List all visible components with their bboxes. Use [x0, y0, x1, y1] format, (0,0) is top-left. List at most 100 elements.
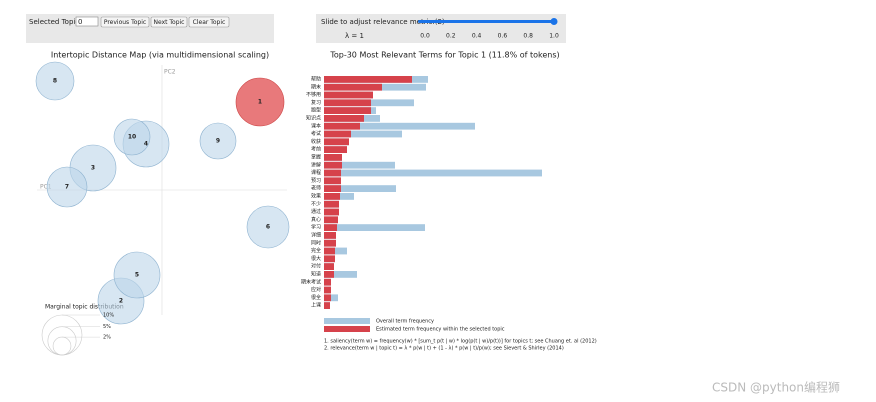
term-bar — [324, 130, 351, 138]
term-label: 帮助 — [311, 76, 321, 83]
term-bar — [324, 154, 342, 161]
topic-label: 9 — [216, 138, 220, 145]
term-label: 对付 — [311, 263, 321, 270]
topic-label: 4 — [144, 141, 148, 148]
bar-title: Top-30 Most Relevant Terms for Topic 1 (… — [329, 51, 559, 60]
term-bar — [324, 278, 331, 286]
size-legend-label: 10% — [103, 313, 114, 319]
term-bar — [324, 286, 331, 294]
term-bar — [324, 193, 340, 200]
term-bar — [324, 224, 425, 231]
x-axis-label: PC1 — [40, 184, 52, 191]
term-bar — [324, 169, 341, 177]
legend-label: Overall term frequency — [376, 319, 434, 325]
term-bar — [324, 302, 330, 309]
slider-tick-label: 0.8 — [523, 33, 533, 40]
term-label: 收获 — [311, 138, 321, 145]
topic-input[interactable] — [75, 16, 99, 27]
topic-bubble[interactable] — [113, 251, 161, 299]
footnote: 1. saliency(term w) = frequency(w) * [su… — [324, 339, 597, 345]
topic-bubble[interactable] — [235, 77, 285, 127]
button[interactable] — [100, 16, 150, 28]
term-bar — [324, 216, 338, 224]
term-label: 学习 — [311, 224, 321, 231]
term-bar — [324, 271, 334, 278]
topic-bubble[interactable] — [246, 205, 290, 249]
term-label: 考试 — [311, 130, 321, 137]
size-legend-circle — [41, 314, 83, 356]
topic-label: 2 — [119, 298, 123, 305]
slider-thumb[interactable] — [550, 18, 558, 25]
term-bar — [324, 294, 331, 302]
slider-tick-label: 0.2 — [446, 33, 456, 40]
term-label: 通过 — [311, 208, 321, 215]
term-label: 不够用 — [306, 91, 321, 98]
button-label: Next Topic — [154, 19, 185, 26]
term-bar — [324, 99, 371, 107]
topic-bubble[interactable] — [113, 118, 151, 156]
term-bar — [324, 232, 336, 239]
slider-tick-label: 1.0 — [549, 33, 559, 40]
size-legend-label: 2% — [103, 335, 111, 341]
topic-bubble[interactable] — [46, 166, 88, 208]
button[interactable] — [150, 16, 188, 28]
term-bar — [324, 115, 364, 122]
term-bar — [324, 224, 337, 231]
term-label: 知识点 — [306, 115, 321, 122]
term-label: 真心 — [311, 216, 321, 223]
term-bar — [324, 263, 334, 270]
control-panel — [26, 14, 274, 43]
term-bar — [324, 76, 412, 83]
size-legend-circle — [52, 336, 72, 356]
term-bar — [324, 200, 339, 208]
term-label: 不少 — [311, 201, 321, 207]
topic-bubble[interactable] — [199, 122, 237, 160]
topic-label: 10 — [128, 134, 136, 141]
term-label: 上课 — [311, 302, 321, 309]
term-bar — [324, 169, 542, 177]
term-label: 很大 — [311, 255, 321, 262]
topic-bubble[interactable] — [35, 61, 75, 101]
term-bar — [324, 239, 336, 247]
slider-tick-label: 0.6 — [498, 33, 508, 40]
term-label: 很全 — [311, 294, 321, 301]
button[interactable] — [188, 16, 230, 28]
term-bar — [324, 161, 395, 169]
term-bar — [324, 138, 349, 146]
legend-label: Estimated term frequency within the sele… — [376, 327, 505, 333]
button-label: Clear Topic — [193, 19, 226, 26]
term-label: 期末 — [311, 83, 321, 90]
button-label: Previous Topic — [104, 19, 146, 26]
term-bar — [324, 83, 382, 91]
term-label: 题型 — [311, 107, 321, 114]
term-bar — [324, 185, 341, 192]
size-legend-circle — [47, 326, 77, 356]
topic-label: 3 — [91, 165, 95, 172]
term-bar — [324, 247, 335, 255]
topic-label: 6 — [266, 224, 270, 231]
term-bar — [324, 107, 371, 114]
slider-track[interactable] — [418, 20, 555, 23]
topic-label: 5 — [135, 272, 139, 279]
footnote: 2. relevance(term w | topic t) = λ * p(w… — [324, 346, 564, 352]
term-label: 复习 — [311, 99, 321, 106]
watermark: CSDN @python编程狮 — [712, 380, 840, 395]
topic-value: 0 — [78, 18, 82, 26]
topic-label: Selected Topic: — [29, 18, 82, 26]
term-label: 同时 — [311, 239, 321, 246]
term-label: 掌握 — [311, 154, 321, 161]
term-bar — [324, 185, 396, 192]
term-bar — [324, 146, 347, 153]
legend-swatch — [324, 318, 370, 324]
term-label: 知道 — [311, 271, 321, 278]
term-bar — [324, 91, 373, 99]
legend-swatch — [324, 326, 370, 332]
size-legend-label: 5% — [103, 324, 111, 330]
term-label: 应对 — [311, 286, 321, 293]
slider-label: Slide to adjust relevance metric:(2) — [321, 18, 445, 26]
term-label: 考前 — [311, 146, 321, 153]
slider-panel — [316, 14, 566, 43]
topic-label: 7 — [65, 184, 69, 191]
term-bar — [324, 161, 342, 169]
